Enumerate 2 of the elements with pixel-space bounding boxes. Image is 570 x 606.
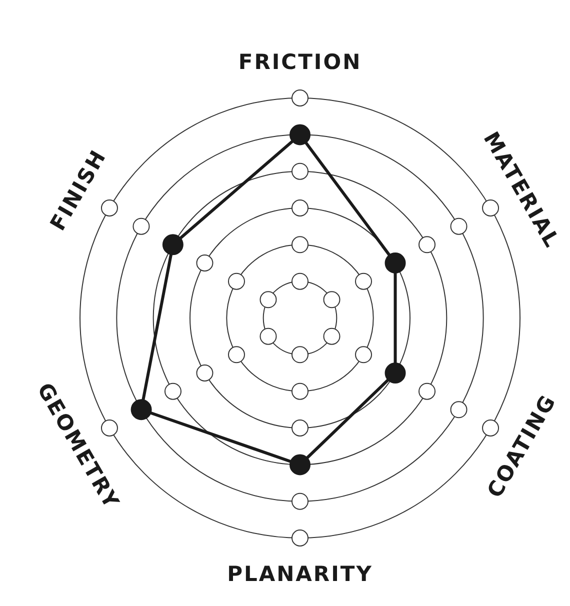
spoke-label: FRICTION: [238, 50, 362, 74]
spoke-label: PLANARITY: [227, 562, 373, 586]
